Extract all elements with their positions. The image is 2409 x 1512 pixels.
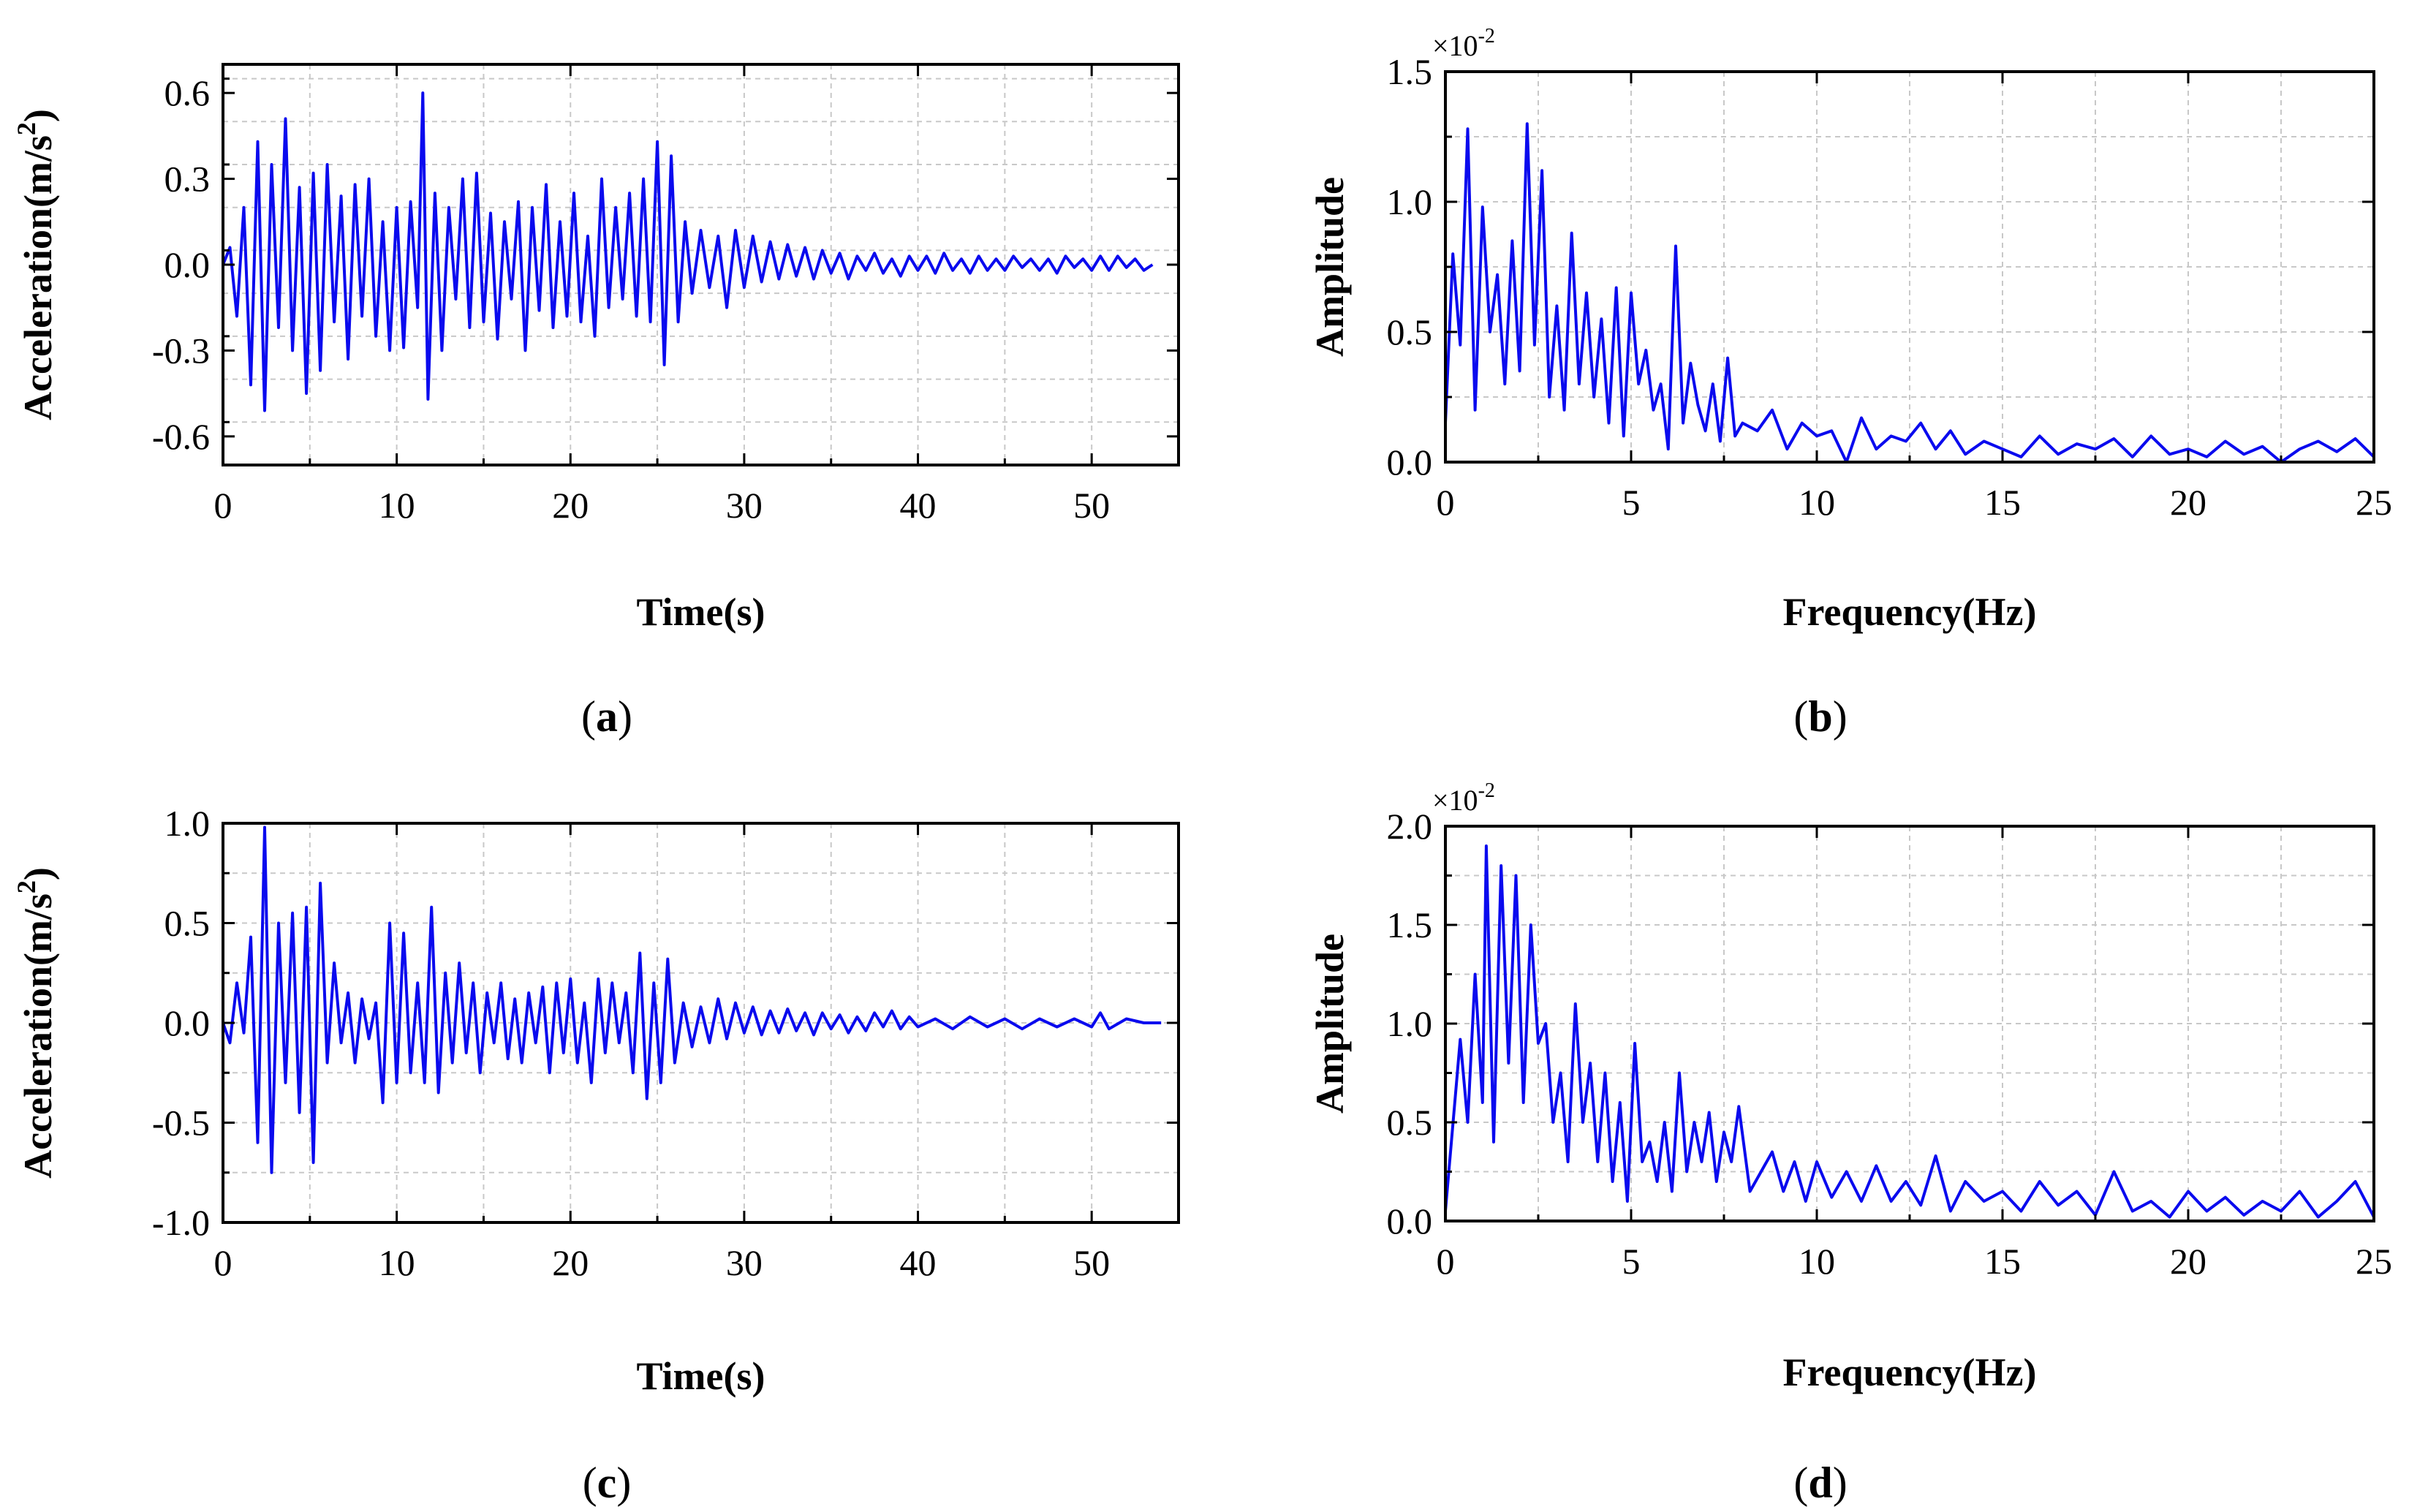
grid <box>1445 72 2374 462</box>
caption-close-paren: ) <box>1833 692 1848 741</box>
y-tick-label: 0.0 <box>1387 1201 1433 1241</box>
y-tick-label: 0.5 <box>1387 311 1433 352</box>
axis-multiplier-base: ×10 <box>1432 784 1478 817</box>
x-tick-label: 15 <box>1984 482 2021 523</box>
x-tick-label: 20 <box>552 485 589 526</box>
panel-caption: (b) <box>1793 692 1847 741</box>
caption-open-paren: ( <box>583 1459 597 1507</box>
caption-letter: d <box>1808 1459 1832 1507</box>
y-tick-label: -1.0 <box>152 1202 210 1243</box>
y-axis-title: Acceleration(m/s2) <box>12 867 60 1179</box>
y-axis-title-text: Acceleration(m/s <box>16 135 60 420</box>
axis-multiplier: ×10-2 <box>1432 25 1495 62</box>
series-line-c <box>222 825 1162 1174</box>
x-tick-label: 10 <box>379 1242 415 1283</box>
caption-letter: a <box>596 692 618 741</box>
axis-multiplier-base: ×10 <box>1432 29 1478 62</box>
grid <box>1445 826 2374 1221</box>
x-tick-label: 15 <box>1984 1241 2021 1282</box>
y-tick-label: -0.6 <box>152 416 210 457</box>
series-line-d <box>1444 844 2375 1219</box>
y-axis-title: Acceleration(m/s2) <box>12 109 60 420</box>
y-tick-label: 1.0 <box>1387 181 1433 222</box>
caption-close-paren: ) <box>618 692 632 741</box>
x-tick-label: 50 <box>1073 485 1110 526</box>
x-tick-label: 20 <box>2170 482 2206 523</box>
grid <box>223 823 1179 1222</box>
x-tick-label: 30 <box>726 485 763 526</box>
chart-c: 0 10 20 30 40 50 -1.0 -0.5 0.0 0.5 1.0 Time(s) Accel… <box>12 803 1180 1507</box>
series-line-a <box>222 91 1154 412</box>
x-tick-label: 10 <box>1799 482 1835 523</box>
y-axis-title-text: Amplitude <box>1308 934 1352 1114</box>
x-tick-label: 50 <box>1073 1242 1110 1283</box>
y-tick-label: 0.0 <box>164 244 211 285</box>
axis-multiplier-exp: -2 <box>1478 779 1495 802</box>
x-tick-label: 5 <box>1622 482 1641 523</box>
x-axis-title: Frequency(Hz) <box>1783 590 2037 634</box>
y-axis-title: Amplitude <box>1308 934 1352 1114</box>
y-tick-label: 2.0 <box>1387 806 1433 847</box>
x-tick-label: 25 <box>2356 1241 2392 1282</box>
y-tick-label: 0.0 <box>1387 442 1433 483</box>
x-tick-label: 5 <box>1622 1241 1641 1282</box>
y-axis-title-end: ) <box>16 109 60 122</box>
x-tick-label: 20 <box>2170 1241 2206 1282</box>
caption-close-paren: ) <box>1833 1459 1848 1507</box>
x-tick-label: 40 <box>900 1242 937 1283</box>
x-axis-title: Time(s) <box>637 1354 765 1398</box>
x-tick-label: 0 <box>1437 482 1455 523</box>
chart-a: 0 10 20 30 40 50 -0.6 -0.3 0.0 0.3 0.6 Time(s) Accel… <box>12 63 1180 741</box>
y-tick-label: 0.6 <box>164 72 211 113</box>
y-axis-title-text: Acceleration(m/s <box>16 893 60 1179</box>
grid <box>223 64 1179 465</box>
y-tick-label: 0.5 <box>1387 1102 1433 1143</box>
chart-d: 0 5 10 15 20 25 0.0 0.5 1.0 1.5 2.0 Frequency(Hz) Am… <box>1308 779 2392 1507</box>
y-axis-title-sup: 2 <box>12 122 41 135</box>
x-tick-label: 0 <box>1437 1241 1455 1282</box>
y-axis-title-sup: 2 <box>12 880 41 893</box>
caption-open-paren: ( <box>581 692 596 741</box>
x-axis-title: Frequency(Hz) <box>1783 1350 2037 1394</box>
caption-close-paren: ) <box>616 1459 631 1507</box>
x-tick-label: 10 <box>379 485 415 526</box>
panel-caption: (a) <box>581 692 632 741</box>
y-tick-label: 1.0 <box>164 803 211 844</box>
y-axis-title-text: Amplitude <box>1308 177 1352 357</box>
y-tick-label: 0.3 <box>164 159 211 200</box>
y-tick-label: 1.5 <box>1387 904 1433 945</box>
x-tick-label: 10 <box>1799 1241 1835 1282</box>
x-axis-title: Time(s) <box>637 590 765 634</box>
caption-letter: b <box>1808 692 1832 741</box>
x-tick-label: 40 <box>900 485 937 526</box>
series-line-b <box>1444 122 2375 464</box>
y-tick-label: 0.0 <box>164 1002 211 1043</box>
y-tick-label: 1.0 <box>1387 1003 1433 1044</box>
x-tick-label: 0 <box>214 1242 232 1283</box>
chart-b: 0 5 10 15 20 25 0.0 0.5 1.0 1.5 Frequency(Hz) Ampli… <box>1308 25 2392 741</box>
y-tick-label: -0.3 <box>152 330 210 371</box>
x-tick-label: 25 <box>2356 482 2392 523</box>
caption-open-paren: ( <box>1793 692 1808 741</box>
panel-caption: (c) <box>583 1459 632 1507</box>
caption-open-paren: ( <box>1793 1459 1808 1507</box>
y-axis-title-end: ) <box>16 867 60 880</box>
y-tick-label: 0.5 <box>164 903 211 944</box>
panel-caption: (d) <box>1793 1459 1847 1507</box>
x-tick-label: 30 <box>726 1242 763 1283</box>
x-tick-label: 20 <box>552 1242 589 1283</box>
x-tick-label: 0 <box>214 485 232 526</box>
caption-letter: c <box>597 1459 617 1507</box>
axis-multiplier: ×10-2 <box>1432 779 1495 817</box>
axis-multiplier-exp: -2 <box>1478 25 1495 48</box>
y-tick-label: -0.5 <box>152 1103 210 1144</box>
y-axis-title: Amplitude <box>1308 177 1352 357</box>
y-tick-label: 1.5 <box>1387 51 1433 92</box>
